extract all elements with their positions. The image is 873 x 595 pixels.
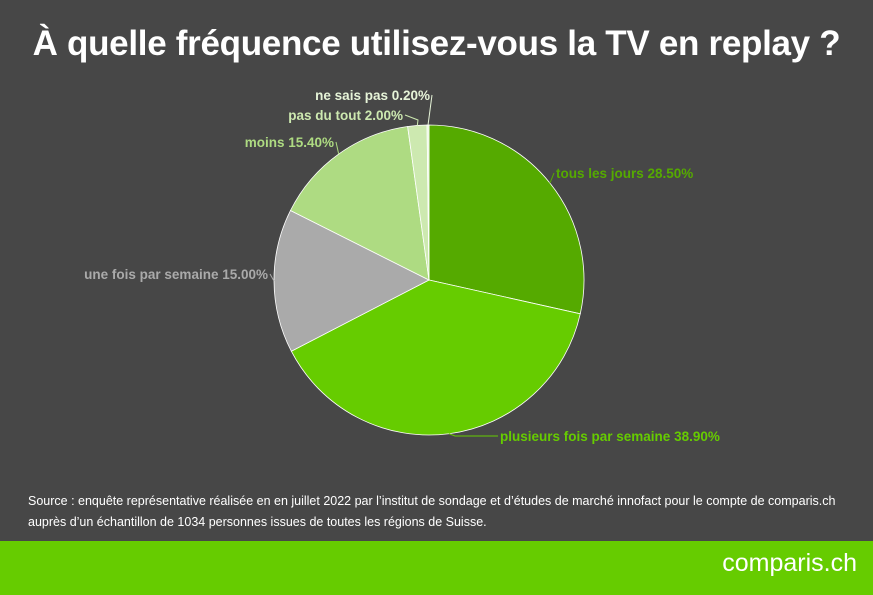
leader-line	[427, 94, 433, 126]
data-label: une fois par semaine 15.00%	[84, 267, 268, 282]
data-label: tous les jours 28.50%	[556, 166, 693, 181]
pie-slice-plusieurs-fois-par-semaine	[290, 279, 581, 436]
data-label: moins 15.40%	[245, 135, 334, 150]
leader-line	[335, 141, 340, 155]
comparis-logo: comparis.ch	[722, 549, 857, 577]
leader-line	[269, 273, 275, 282]
data-label: pas du tout 2.00%	[288, 108, 403, 123]
data-label: plusieurs fois par semaine 38.90%	[500, 429, 720, 444]
pie-chart: tous les jours 28.50% plusieurs fois par …	[84, 88, 720, 444]
leader-line	[549, 172, 555, 184]
footer-bar: comparis.ch	[0, 541, 873, 595]
source-line-2: auprès d’un échantillon de 1034 personne…	[28, 515, 487, 529]
leader-line	[404, 114, 419, 126]
pie-slice-moins	[289, 126, 430, 281]
leader-line	[448, 433, 498, 437]
pie-slice-une-fois-par-semaine	[273, 209, 430, 352]
pie-slice-tous-les-jours	[428, 124, 585, 315]
chart-title: À quelle fréquence utilisez-vous la TV e…	[32, 24, 841, 63]
source-note: Source : enquête représentative réalisée…	[28, 491, 848, 533]
data-label: ne sais pas 0.20%	[315, 88, 430, 103]
source-line-1: Source : enquête représentative réalisée…	[28, 494, 836, 508]
